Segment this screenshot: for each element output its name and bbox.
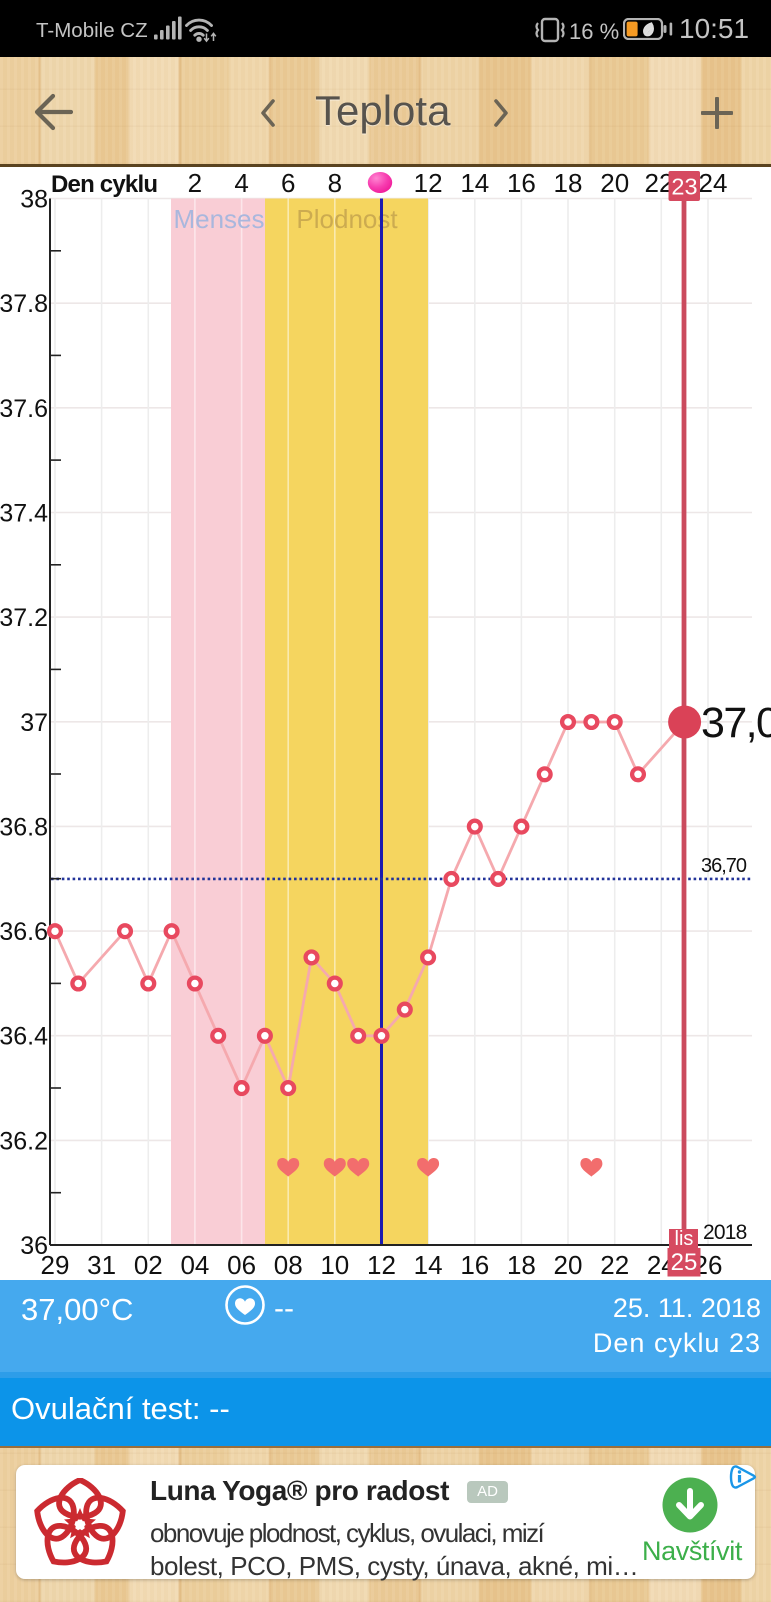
- svg-text:37.8: 37.8: [0, 290, 48, 318]
- svg-text:36.6: 36.6: [0, 918, 48, 946]
- svg-text:37.6: 37.6: [0, 395, 48, 423]
- svg-text:Den cyklu: Den cyklu: [51, 171, 157, 198]
- svg-text:20: 20: [600, 168, 629, 198]
- svg-text:14: 14: [414, 1250, 443, 1280]
- svg-text:36: 36: [20, 1232, 48, 1260]
- svg-text:29: 29: [41, 1250, 70, 1280]
- svg-text:18: 18: [554, 168, 583, 198]
- svg-text:10: 10: [320, 1250, 349, 1280]
- svg-text:lis: lis: [675, 1228, 694, 1250]
- svg-text:14: 14: [460, 168, 489, 198]
- svg-text:24: 24: [699, 168, 728, 198]
- svg-text:20: 20: [554, 1250, 583, 1280]
- svg-text:16: 16: [460, 1250, 489, 1280]
- svg-text:Plodnost: Plodnost: [296, 204, 398, 234]
- svg-text:6: 6: [281, 168, 295, 198]
- svg-text:36.8: 36.8: [0, 813, 48, 841]
- svg-text:31: 31: [87, 1250, 116, 1280]
- svg-text:36.2: 36.2: [0, 1127, 48, 1155]
- svg-text:12: 12: [367, 1250, 396, 1280]
- svg-text:2: 2: [188, 168, 202, 198]
- svg-text:38: 38: [20, 186, 48, 214]
- svg-text:Menses: Menses: [173, 204, 264, 234]
- svg-text:37.2: 37.2: [0, 604, 48, 632]
- svg-text:22: 22: [600, 1250, 629, 1280]
- svg-text:4: 4: [234, 168, 248, 198]
- svg-text:25: 25: [671, 1249, 698, 1276]
- svg-text:37,00: 37,00: [701, 699, 771, 747]
- svg-text:06: 06: [227, 1250, 256, 1280]
- svg-text:18: 18: [507, 1250, 536, 1280]
- svg-text:12: 12: [414, 168, 443, 198]
- svg-text:8: 8: [328, 168, 342, 198]
- svg-text:04: 04: [180, 1250, 209, 1280]
- svg-text:37: 37: [20, 709, 48, 737]
- svg-text:2018: 2018: [703, 1221, 747, 1244]
- svg-text:23: 23: [671, 174, 697, 200]
- svg-text:02: 02: [134, 1250, 163, 1280]
- svg-text:36.4: 36.4: [0, 1023, 48, 1051]
- svg-text:36,70: 36,70: [701, 855, 747, 877]
- svg-text:37.4: 37.4: [0, 500, 48, 528]
- svg-text:08: 08: [274, 1250, 303, 1280]
- svg-text:16: 16: [507, 168, 536, 198]
